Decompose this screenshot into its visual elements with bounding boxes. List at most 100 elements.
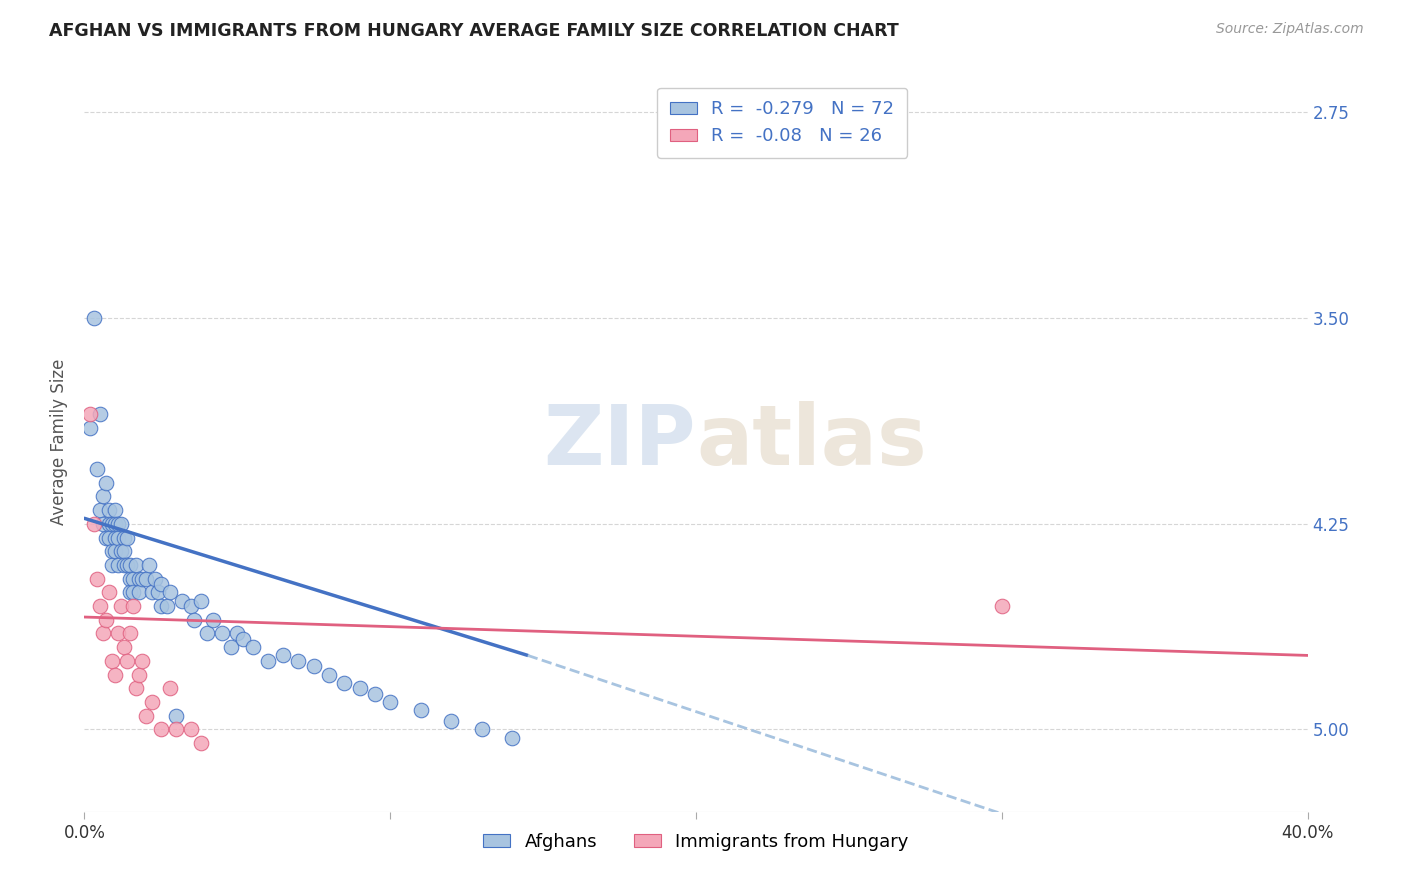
Point: [94, 475, 117, 490]
Point: [115, 558, 138, 572]
Point: [115, 654, 138, 668]
Point: [364, 687, 387, 701]
Point: [138, 558, 160, 572]
Point: [125, 681, 148, 696]
Point: [79, 407, 101, 421]
Point: [143, 572, 166, 586]
Point: [112, 558, 135, 572]
Point: [219, 640, 242, 655]
Point: [232, 632, 254, 646]
Point: [302, 659, 325, 673]
Point: [120, 558, 142, 572]
Point: [112, 640, 135, 655]
Point: [94, 613, 117, 627]
Point: [991, 599, 1014, 613]
Point: [318, 667, 340, 681]
Point: [135, 708, 157, 723]
Point: [380, 695, 402, 709]
Point: [107, 531, 129, 545]
Point: [107, 558, 129, 572]
Point: [287, 654, 309, 668]
Point: [115, 531, 138, 545]
Point: [149, 599, 172, 613]
Point: [97, 516, 120, 531]
Text: atlas: atlas: [696, 401, 927, 482]
Point: [89, 599, 111, 613]
Point: [141, 585, 163, 599]
Point: [257, 654, 280, 668]
Point: [104, 516, 127, 531]
Point: [135, 572, 157, 586]
Text: Source: ZipAtlas.com: Source: ZipAtlas.com: [1216, 22, 1364, 37]
Point: [141, 695, 163, 709]
Point: [190, 736, 212, 750]
Point: [122, 585, 145, 599]
Point: [125, 558, 148, 572]
Point: [89, 503, 111, 517]
Point: [101, 516, 124, 531]
Point: [172, 593, 194, 607]
Point: [101, 544, 124, 558]
Point: [104, 503, 127, 517]
Point: [79, 421, 101, 435]
Point: [120, 585, 142, 599]
Point: [83, 311, 105, 326]
Point: [183, 613, 205, 627]
Point: [471, 723, 494, 737]
Point: [242, 640, 264, 655]
Point: [97, 503, 120, 517]
Legend: Afghans, Immigrants from Hungary: Afghans, Immigrants from Hungary: [477, 826, 915, 858]
Point: [440, 714, 463, 729]
Point: [104, 544, 127, 558]
Point: [97, 585, 120, 599]
Point: [502, 731, 524, 745]
Point: [131, 654, 153, 668]
Point: [120, 626, 142, 640]
Point: [128, 572, 150, 586]
Point: [107, 516, 129, 531]
Point: [86, 462, 108, 476]
Point: [180, 599, 202, 613]
Point: [149, 577, 172, 591]
Point: [101, 654, 124, 668]
Point: [128, 667, 150, 681]
Point: [128, 585, 150, 599]
Point: [201, 613, 224, 627]
Point: [165, 723, 187, 737]
Point: [159, 585, 181, 599]
Point: [122, 572, 145, 586]
Point: [409, 703, 432, 717]
Point: [110, 599, 132, 613]
Point: [112, 544, 135, 558]
Point: [104, 531, 127, 545]
Point: [104, 667, 127, 681]
Point: [333, 676, 356, 690]
Point: [349, 681, 371, 696]
Point: [226, 626, 249, 640]
Point: [165, 708, 187, 723]
Point: [159, 681, 181, 696]
Y-axis label: Average Family Size: Average Family Size: [51, 359, 69, 524]
Point: [94, 531, 117, 545]
Point: [110, 516, 132, 531]
Text: ZIP: ZIP: [544, 401, 696, 482]
Point: [122, 599, 145, 613]
Point: [112, 531, 135, 545]
Point: [101, 558, 124, 572]
Point: [89, 407, 111, 421]
Point: [131, 572, 153, 586]
Point: [180, 723, 202, 737]
Point: [107, 626, 129, 640]
Point: [190, 593, 212, 607]
Point: [97, 531, 120, 545]
Point: [86, 572, 108, 586]
Point: [91, 626, 114, 640]
Point: [91, 516, 114, 531]
Point: [211, 626, 233, 640]
Text: AFGHAN VS IMMIGRANTS FROM HUNGARY AVERAGE FAMILY SIZE CORRELATION CHART: AFGHAN VS IMMIGRANTS FROM HUNGARY AVERAG…: [49, 22, 898, 40]
Point: [149, 723, 172, 737]
Point: [120, 572, 142, 586]
Point: [271, 648, 294, 663]
Point: [110, 544, 132, 558]
Point: [91, 489, 114, 503]
